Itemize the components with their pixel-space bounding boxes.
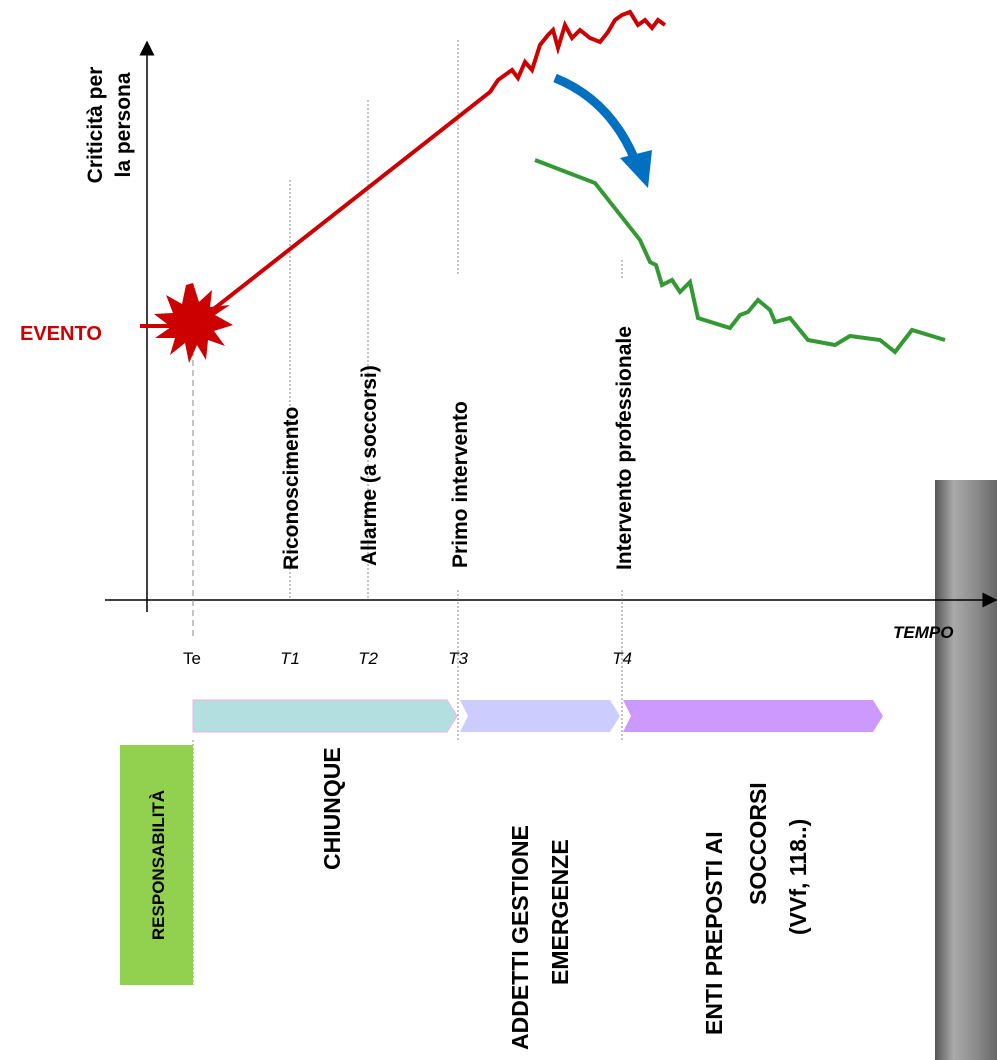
phase-label: ADDETTI GESTIONE (507, 825, 533, 1050)
phase-label: ENTI PREPOSTI AI (701, 831, 727, 1035)
phase-chevron (192, 699, 458, 733)
time-label: T3 (448, 649, 468, 668)
improvement-arrowhead (620, 150, 652, 188)
milestone-label: Allarme (a soccorsi) (358, 365, 381, 566)
event-star (154, 283, 233, 363)
time-label: Te (183, 649, 201, 668)
milestone-label: Primo intervento (449, 401, 472, 568)
responsibility-title: RESPONSABILITÀ (149, 790, 168, 940)
event-label: EVENTO (20, 323, 102, 345)
improvement-arrow (553, 73, 640, 162)
phase-label: SOCCORSI (745, 782, 771, 905)
phase-chevron (460, 700, 620, 732)
phase-label: EMERGENZE (547, 839, 573, 985)
photo (935, 480, 997, 1060)
phase-chevron (623, 700, 883, 732)
x-axis-label: TEMPO (893, 623, 953, 642)
phase-label: CHIUNQUE (319, 747, 345, 870)
y-axis-label: la persona (112, 72, 135, 177)
time-label: T4 (612, 649, 632, 668)
recovery-curve (534, 158, 946, 355)
time-label: T1 (280, 649, 300, 668)
milestone-label: Intervento professionale (613, 326, 636, 570)
milestone-label: Riconoscimento (280, 407, 303, 570)
time-label: T2 (358, 649, 378, 668)
y-axis-label: Criticità per (84, 67, 107, 184)
criticality-curve (140, 9, 667, 328)
responsibility-box (120, 745, 193, 985)
phase-label: (VVf, 118..) (785, 819, 811, 935)
